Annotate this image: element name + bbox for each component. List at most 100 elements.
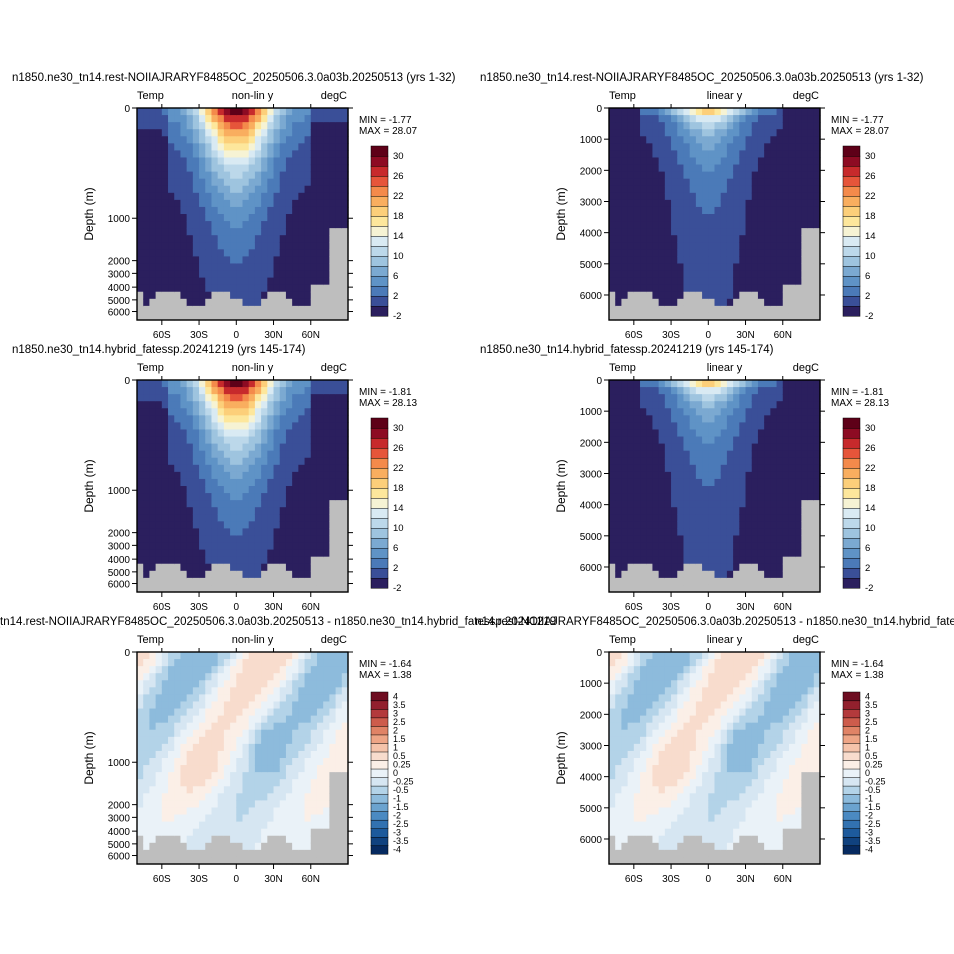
field-cell [726, 164, 734, 173]
field-cell [174, 758, 182, 766]
field-cell [161, 652, 169, 660]
field-cell [807, 164, 815, 173]
field-cell [726, 256, 734, 265]
field-cell [689, 214, 697, 222]
field-cell [751, 122, 759, 130]
field-cell [813, 380, 821, 388]
field-cell [702, 486, 709, 494]
land-cell [161, 849, 169, 858]
land-cell [174, 312, 182, 321]
field-cell [236, 457, 244, 466]
field-cell [236, 715, 244, 724]
field-cell [745, 478, 753, 487]
field-cell [292, 108, 299, 116]
field-cell [335, 415, 343, 423]
field-cell [199, 814, 206, 823]
land-cell [168, 835, 175, 844]
field-cell [248, 122, 256, 130]
field-cell [695, 528, 703, 537]
field-cell [695, 199, 703, 208]
colorbar-swatch [842, 577, 861, 589]
field-cell [217, 779, 225, 787]
field-cell [795, 199, 802, 208]
field-cell [273, 256, 281, 265]
field-cell [702, 178, 709, 187]
field-cell [205, 235, 213, 243]
field-cell [801, 380, 809, 388]
field-cell [702, 129, 709, 137]
field-cell [230, 659, 237, 667]
colorbar-label: 22 [865, 463, 876, 474]
field-cell [788, 263, 796, 272]
field-cell [323, 387, 330, 395]
field-cell [329, 164, 337, 173]
field-cell [714, 164, 722, 173]
field-cell [304, 185, 312, 194]
field-cell [310, 387, 318, 395]
field-cell [155, 108, 163, 116]
field-cell [292, 242, 299, 250]
field-cell [720, 500, 728, 508]
field-cell [236, 228, 244, 236]
colorbar-swatch [370, 417, 389, 429]
field-cell [764, 507, 771, 515]
field-cell [615, 228, 623, 236]
field-cell [230, 708, 237, 717]
land-cell [211, 291, 219, 300]
land-cell [310, 291, 318, 300]
field-cell [143, 535, 151, 544]
field-cell [776, 394, 784, 402]
field-cell [689, 436, 697, 445]
field-cell [633, 228, 641, 236]
field-cell [316, 129, 324, 137]
field-cell [304, 115, 312, 123]
field-cell [285, 228, 293, 236]
field-cell [757, 185, 765, 194]
field-cell [273, 263, 281, 272]
field-cell [242, 535, 250, 544]
field-cell [770, 528, 778, 537]
field-cell [186, 408, 194, 416]
field-cell [298, 549, 306, 558]
field-cell [192, 171, 200, 180]
field-cell [143, 284, 151, 293]
field-cell [788, 507, 796, 515]
field-cell [671, 157, 678, 166]
field-cell [609, 157, 616, 166]
field-cell [223, 528, 231, 537]
field-cell [267, 408, 275, 416]
land-cell [720, 305, 728, 314]
field-cell [664, 143, 672, 151]
field-cell [652, 387, 660, 395]
field-cell [174, 807, 182, 816]
field-cell [236, 387, 244, 395]
field-cell [304, 122, 312, 130]
field-cell [261, 129, 268, 137]
land-cell [149, 842, 157, 851]
field-cell [316, 542, 324, 551]
x-tick-label: 60S [625, 330, 643, 341]
y-tick-label: 0 [124, 104, 130, 115]
field-cell [285, 192, 293, 201]
field-cell [279, 521, 287, 529]
land-cell [788, 556, 796, 565]
field-cell [242, 284, 250, 293]
field-cell [192, 786, 200, 794]
field-cell [329, 493, 337, 501]
field-cell [254, 401, 262, 409]
field-cell [801, 115, 809, 123]
field-cell [652, 277, 660, 286]
field-cell [285, 115, 293, 123]
field-cell [230, 821, 237, 830]
field-cell [217, 199, 225, 208]
field-cell [726, 535, 734, 544]
field-cell [323, 129, 330, 137]
field-cell [689, 185, 697, 194]
field-cell [770, 171, 778, 180]
field-cell [261, 178, 268, 187]
field-cell [192, 464, 200, 473]
field-cell [180, 765, 188, 773]
field-cell [795, 401, 802, 409]
field-cell [223, 249, 231, 257]
